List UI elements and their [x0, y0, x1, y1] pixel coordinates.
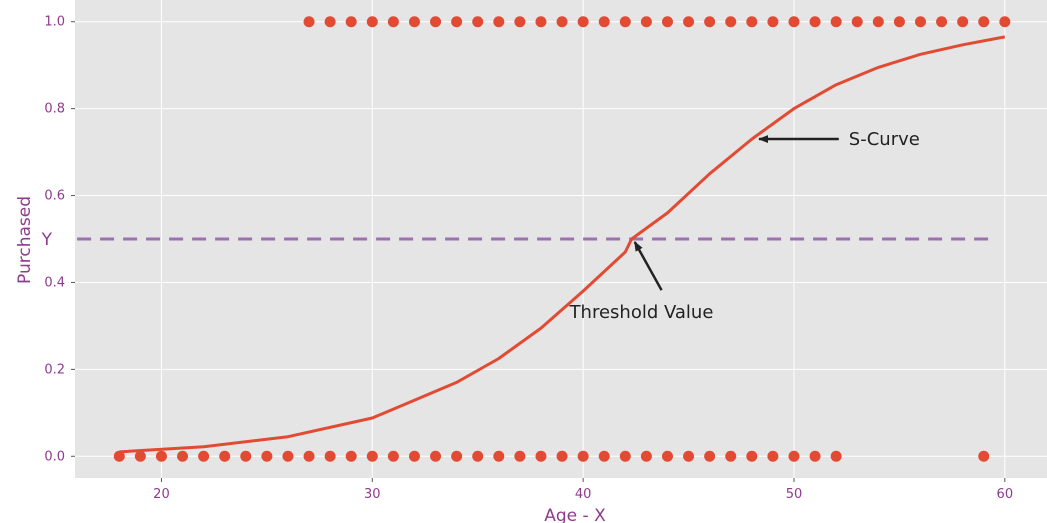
data-point [134, 450, 146, 462]
data-point [978, 16, 990, 28]
data-point [767, 450, 779, 462]
data-point [893, 16, 905, 28]
data-point [261, 450, 273, 462]
x-axis-label: Age - X [544, 506, 606, 523]
y-axis-ticks: 0.0 0.2 0.4 0.6 0.8 1.0 [44, 15, 75, 464]
data-point [155, 450, 167, 462]
data-point [746, 16, 758, 28]
data-point [788, 450, 800, 462]
data-points [113, 16, 1011, 462]
y-tick-label: 0.8 [44, 102, 65, 117]
data-point [345, 16, 357, 28]
data-point [451, 16, 463, 28]
x-tick-label: 20 [153, 487, 170, 502]
data-point [598, 450, 610, 462]
data-point [535, 450, 547, 462]
y-tick-label: 0.6 [44, 189, 65, 204]
data-point [725, 450, 737, 462]
data-point [619, 450, 631, 462]
data-point [809, 16, 821, 28]
data-point [198, 450, 210, 462]
data-point [999, 16, 1011, 28]
data-point [240, 450, 252, 462]
x-tick-label: 50 [786, 487, 803, 502]
data-point [113, 450, 125, 462]
data-point [514, 16, 526, 28]
data-point [472, 450, 484, 462]
data-point [577, 16, 589, 28]
data-point [830, 16, 842, 28]
x-tick-label: 60 [997, 487, 1014, 502]
data-point [661, 450, 673, 462]
data-point [345, 450, 357, 462]
data-point [830, 450, 842, 462]
s-curve [119, 35, 1006, 454]
annotations: S-Curve Threshold Value [569, 129, 920, 323]
annotation-label: S-Curve [849, 129, 920, 150]
x-axis-ticks: 20 30 40 50 60 [153, 478, 1013, 502]
data-point [725, 16, 737, 28]
data-point [303, 450, 315, 462]
data-point [408, 450, 420, 462]
data-point [809, 450, 821, 462]
data-point [683, 16, 695, 28]
data-point [767, 16, 779, 28]
data-point [387, 450, 399, 462]
data-point [324, 450, 336, 462]
data-point [366, 450, 378, 462]
data-point [661, 16, 673, 28]
data-point [282, 450, 294, 462]
data-point [493, 450, 505, 462]
data-point [704, 450, 716, 462]
data-point [430, 16, 442, 28]
data-point [324, 16, 336, 28]
data-point [514, 450, 526, 462]
data-point [219, 450, 231, 462]
y-tick-label: 1.0 [44, 15, 65, 30]
x-tick-label: 30 [364, 487, 381, 502]
data-point [430, 450, 442, 462]
s-curve-layer [119, 35, 1006, 454]
data-point [914, 16, 926, 28]
data-point [366, 16, 378, 28]
data-point [387, 16, 399, 28]
y-tick-label: 0.4 [44, 275, 65, 290]
y-tick-label: 0.0 [44, 449, 65, 464]
threshold-y-label: Y [41, 230, 53, 250]
annotation-label: Threshold Value [569, 302, 714, 323]
data-point [451, 450, 463, 462]
data-point [704, 16, 716, 28]
data-point [746, 450, 758, 462]
data-point [936, 16, 948, 28]
data-point [872, 16, 884, 28]
data-point [556, 450, 568, 462]
threshold-layer: Y [41, 230, 995, 250]
y-tick-label: 0.2 [44, 362, 65, 377]
data-point [408, 16, 420, 28]
data-point [619, 16, 631, 28]
data-point [556, 16, 568, 28]
data-point [303, 16, 315, 28]
data-point [598, 16, 610, 28]
annotation-arrow [633, 241, 663, 291]
data-point [177, 450, 189, 462]
data-point [472, 16, 484, 28]
data-point [683, 450, 695, 462]
data-point [535, 16, 547, 28]
data-point [851, 16, 863, 28]
data-point [577, 450, 589, 462]
data-point [640, 450, 652, 462]
data-point [788, 16, 800, 28]
x-tick-label: 40 [575, 487, 592, 502]
data-point [957, 16, 969, 28]
data-point [978, 450, 990, 462]
y-axis-label: Purchased [15, 196, 35, 284]
data-point [640, 16, 652, 28]
data-point [493, 16, 505, 28]
